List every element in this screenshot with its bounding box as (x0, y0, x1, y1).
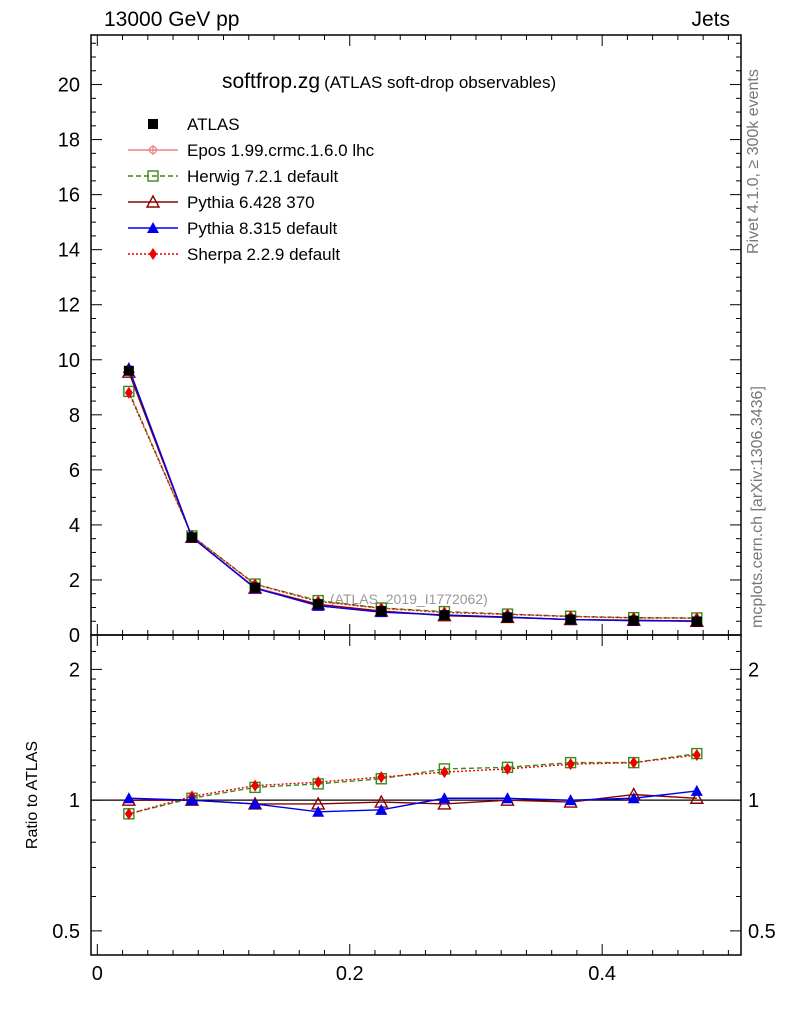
ratio-point-sherpa-2-2-9-default (440, 766, 449, 779)
ratio-point-sherpa-2-2-9-default (124, 807, 133, 820)
legend-label-herwig-7-2-1-default: Herwig 7.2.1 default (187, 167, 338, 186)
ratio-line-sherpa-2-2-9-default (128, 754, 697, 815)
main-ytick-label: 18 (58, 130, 80, 152)
data-point-atlas (313, 599, 324, 610)
legend-marker-herwig-7-2-1-default (147, 170, 159, 182)
data-point-atlas (565, 614, 576, 625)
chart-title-subtitle: (ATLAS soft-drop observables) (324, 73, 556, 92)
series-line-herwig-7-2-1-default (128, 391, 697, 619)
ratio-point-pythia-8-315-default (438, 792, 451, 804)
ratio-ytick-label-left: 1 (69, 790, 80, 812)
ratio-xtick-label: 0.4 (588, 963, 616, 985)
ratio-line-pythia-8-315-default (128, 790, 697, 813)
series-epos-1-99-crmc-1-6-0-lhc (123, 365, 702, 627)
legend-label-atlas: ATLAS (187, 115, 240, 134)
ratio-ytick-label-right: 0.5 (748, 921, 776, 943)
data-point-atlas (628, 615, 639, 626)
ratio-series-herwig-7-2-1-default (123, 747, 703, 820)
ratio-ytick-label-left: 0.5 (52, 921, 80, 943)
main-series-group (121, 362, 705, 627)
ratio-ytick-label-right: 1 (748, 790, 759, 812)
main-ytick-label: 20 (58, 75, 80, 97)
main-ytick-label: 8 (69, 405, 80, 427)
series-pythia-8-315-default (122, 362, 703, 626)
ratio-point-sherpa-2-2-9-default (566, 758, 575, 771)
legend-entry-herwig-7-2-1-default: Herwig 7.2.1 default (128, 167, 338, 186)
chart-title: softfrop.zg (ATLAS soft-drop observables) (222, 70, 556, 93)
legend-marker-atlas (148, 119, 158, 129)
ratio-frame (90, 634, 742, 956)
ratio-line-herwig-7-2-1-default (128, 752, 697, 815)
legend-label-epos-1-99-crmc-1-6-0-lhc: Epos 1.99.crmc.1.6.0 lhc (187, 141, 375, 160)
data-point-atlas (376, 606, 387, 617)
header-category: Jets (691, 8, 730, 31)
ratio-ytick-label-left: 2 (69, 659, 80, 681)
ratio-xtick-label: 0 (92, 963, 103, 985)
ratio-ytick-label-right: 2 (748, 659, 759, 681)
ratio-point-pythia-8-315-default (627, 792, 640, 804)
series-herwig-7-2-1-default (123, 385, 703, 624)
data-point-sherpa-2-2-9-default (124, 386, 133, 399)
legend-label-sherpa-2-2-9-default: Sherpa 2.2.9 default (187, 245, 340, 264)
main-ytick-label: 4 (69, 515, 80, 537)
main-ytick-label: 10 (58, 350, 80, 372)
ratio-series-group (121, 747, 705, 820)
ratio-series-sherpa-2-2-9-default (124, 749, 701, 820)
ratio-point-pythia-8-315-default (564, 794, 577, 806)
legend-entry-pythia-8-315-default: Pythia 8.315 default (128, 219, 338, 238)
main-ytick-label: 12 (58, 295, 80, 317)
ratio-point-sherpa-2-2-9-default (629, 756, 638, 769)
ratio-point-sherpa-2-2-9-default (377, 771, 386, 784)
ratio-point-sherpa-2-2-9-default (314, 776, 323, 789)
ratio-point-pythia-8-315-default (185, 794, 198, 806)
analysis-watermark: (ATLAS_2019_I1772062) (330, 591, 488, 607)
ratio-point-sherpa-2-2-9-default (692, 749, 701, 762)
data-point-atlas (691, 616, 702, 627)
data-point-atlas (186, 532, 197, 543)
ratio-point-pythia-6-428-370 (437, 796, 452, 810)
series-line-pythia-8-315-default (128, 367, 697, 622)
main-ytick-label: 2 (69, 570, 80, 592)
ratio-xtick-label: 0.2 (336, 963, 364, 985)
series-line-sherpa-2-2-9-default (128, 392, 697, 619)
data-point-atlas (123, 365, 134, 376)
ratio-point-sherpa-2-2-9-default (503, 762, 512, 775)
ratio-point-pythia-8-315-default (122, 792, 135, 804)
legend-label-pythia-6-428-370: Pythia 6.428 370 (187, 193, 315, 212)
series-atlas (123, 365, 702, 627)
ratio-point-pythia-8-315-default (501, 792, 514, 804)
ratio-point-pythia-8-315-default (249, 797, 262, 809)
legend-entry-atlas: ATLAS (148, 115, 240, 134)
ratio-point-pythia-8-315-default (375, 803, 388, 815)
series-sherpa-2-2-9-default (124, 386, 701, 625)
main-ytick-label: 16 (58, 185, 80, 207)
ratio-point-pythia-8-315-default (312, 805, 325, 817)
series-pythia-6-428-370 (121, 364, 705, 627)
ratio-point-sherpa-2-2-9-default (251, 779, 260, 792)
chart-title-main: softfrop.zg (222, 70, 320, 93)
data-point-atlas (502, 612, 513, 623)
ratio-point-pythia-8-315-default (690, 784, 703, 796)
legend-marker-pythia-6-428-370 (145, 194, 161, 208)
legend-label-pythia-8-315-default: Pythia 8.315 default (187, 219, 338, 238)
ratio-point-pythia-6-428-370 (689, 790, 705, 804)
legend-entry-sherpa-2-2-9-default: Sherpa 2.2.9 default (128, 245, 340, 264)
legend-entry-pythia-6-428-370: Pythia 6.428 370 (128, 193, 315, 212)
ratio-ylabel: Ratio to ATLAS (24, 741, 41, 849)
data-point-atlas (439, 610, 450, 621)
data-point-atlas (250, 582, 261, 593)
ratio-series-pythia-8-315-default (122, 784, 703, 817)
legend-marker-pythia-8-315-default (147, 222, 159, 233)
main-ytick-label: 6 (69, 460, 80, 482)
main-ytick-label: 14 (58, 240, 80, 262)
legend-entry-epos-1-99-crmc-1-6-0-lhc: Epos 1.99.crmc.1.6.0 lhc (128, 141, 375, 160)
header-process: 13000 GeV pp (104, 8, 240, 31)
legend-marker-sherpa-2-2-9-default (149, 248, 157, 260)
series-line-epos-1-99-crmc-1-6-0-lhc (128, 370, 697, 623)
series-line-pythia-6-428-370 (128, 371, 697, 622)
main-ytick-label: 0 (69, 625, 80, 647)
